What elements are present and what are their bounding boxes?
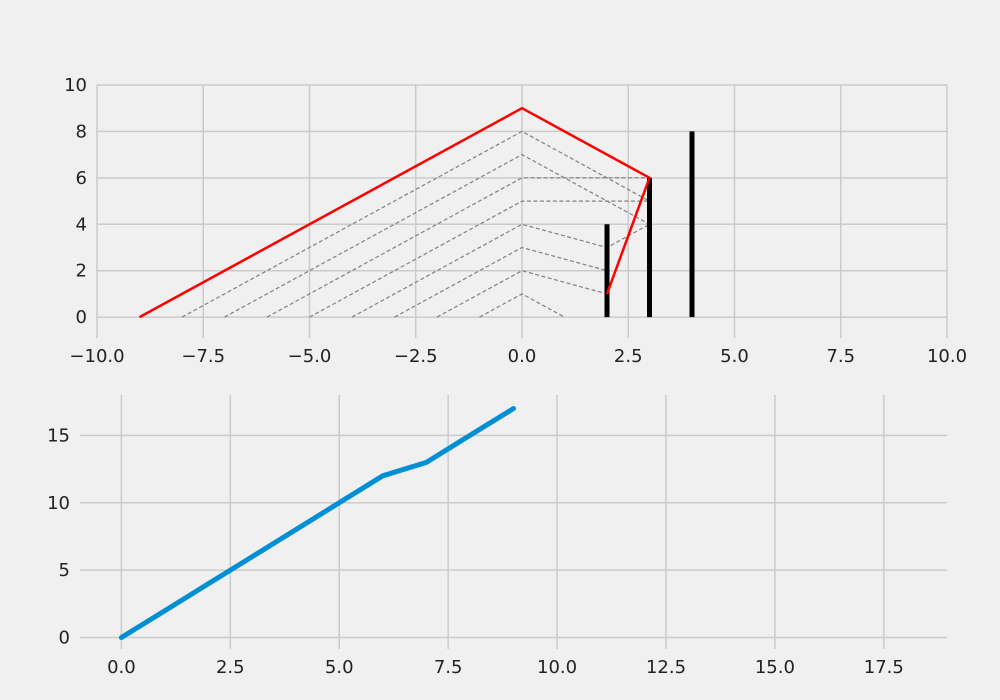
top-x-tick-label: 0.0 xyxy=(508,346,537,367)
dashed-line xyxy=(181,130,650,318)
top-y-tick-label: 6 xyxy=(76,168,87,189)
top-y-tick-label: 4 xyxy=(76,214,87,235)
bottom-chart: 0.0 2.5 5.0 7.5 10.0 12.5 15.0 17.5 0 5 10 15 xyxy=(47,395,947,678)
top-x-tick-label: 5.0 xyxy=(720,346,749,367)
bottom-x-tick-label: 5.0 xyxy=(325,657,354,678)
bottom-y-tick-label: 10 xyxy=(47,493,70,514)
bottom-y-tick-label: 15 xyxy=(47,425,70,446)
top-x-tick-label: 2.5 xyxy=(614,346,643,367)
bottom-x-tick-label: 7.5 xyxy=(434,657,463,678)
bottom-x-tick-label: 15.0 xyxy=(755,657,795,678)
red-line xyxy=(138,106,651,319)
bottom-x-tick-label: 0.0 xyxy=(107,657,136,678)
top-y-tick-label: 10 xyxy=(64,75,87,96)
top-x-tick-label: −2.5 xyxy=(394,346,438,367)
dashed-line xyxy=(394,246,608,318)
series-line xyxy=(118,406,516,640)
bottom-x-tick-label: 12.5 xyxy=(646,657,686,678)
top-y-tick-label: 0 xyxy=(76,307,87,328)
bottom-y-tick-label: 5 xyxy=(59,560,70,581)
top-x-tick-label: 7.5 xyxy=(826,346,855,367)
top-y-tick-label: 2 xyxy=(76,261,87,282)
top-y-tick-label: 8 xyxy=(76,121,87,142)
top-chart: −10.0 −7.5 −5.0 −2.5 0.0 2.5 5.0 7.5 10.0 0 2 4 6 8 10 xyxy=(64,75,967,367)
top-x-tick-label: 10.0 xyxy=(927,346,967,367)
bottom-y-tick-label: 0 xyxy=(59,628,70,649)
dashed-line xyxy=(479,293,565,318)
dashed-line xyxy=(309,200,650,318)
top-x-tick-label: −5.0 xyxy=(288,346,332,367)
bottom-x-tick-label: 17.5 xyxy=(864,657,904,678)
top-x-tick-label: −7.5 xyxy=(181,346,225,367)
top-x-tick-label: −10.0 xyxy=(69,346,124,367)
bottom-x-tick-label: 2.5 xyxy=(216,657,245,678)
bottom-x-tick-label: 10.0 xyxy=(537,657,577,678)
